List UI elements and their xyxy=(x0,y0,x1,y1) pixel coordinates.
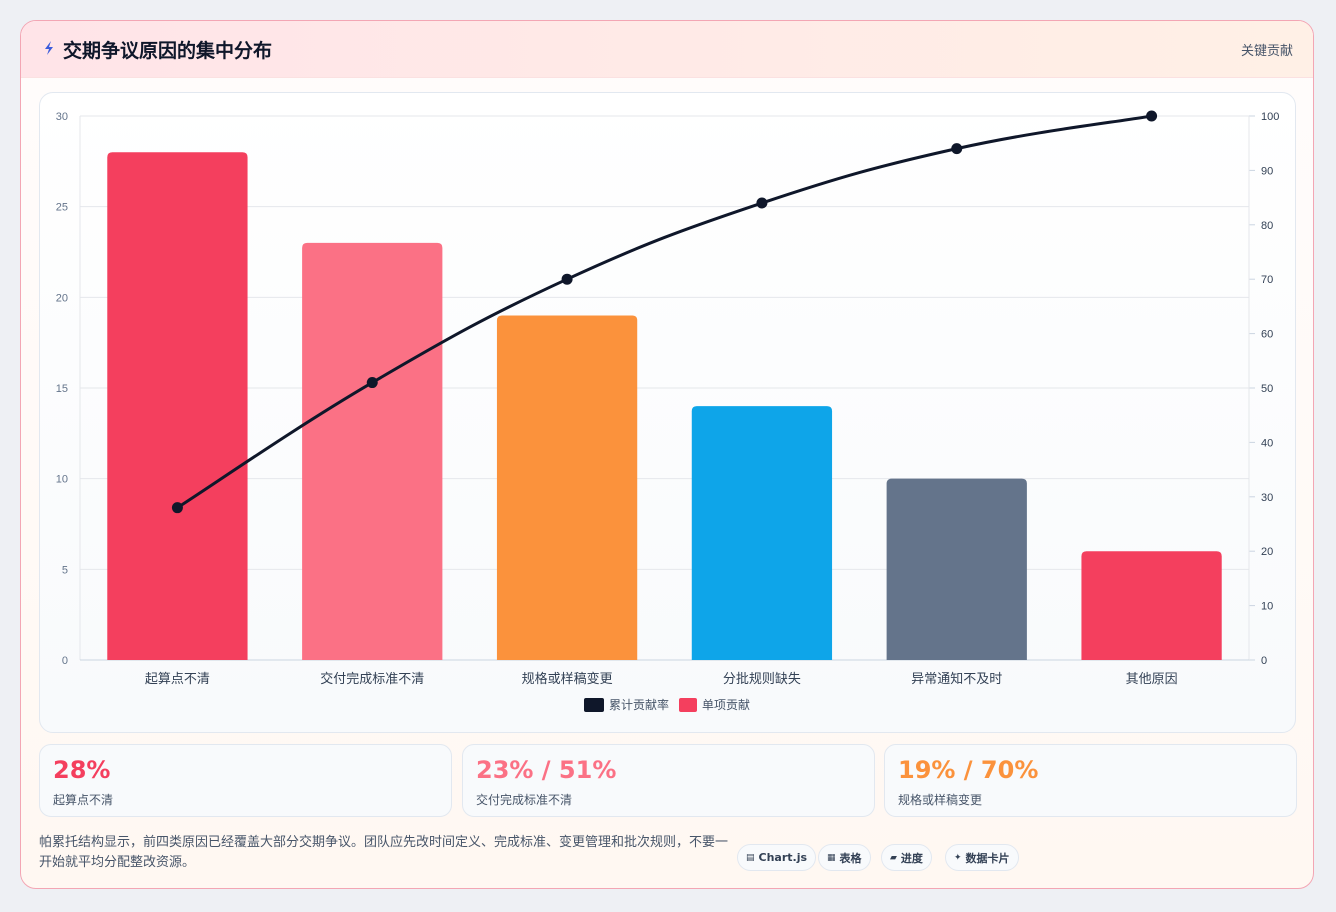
y-tick-label: 15 xyxy=(56,383,68,395)
header-tag: 关键贡献 xyxy=(1240,44,1293,59)
chip-label: 表格 xyxy=(839,851,862,865)
chip-table[interactable]: ▦ 表格 xyxy=(818,844,871,871)
legend-swatch xyxy=(584,698,604,712)
line-point xyxy=(951,143,963,155)
legend-label: 单项贡献 xyxy=(702,697,750,712)
chart-card: 交期争议原因的集中分布 关键贡献 0 5 10 15 20 25 30 0 10 20 30 40 50… xyxy=(20,20,1314,889)
y-tick-label: 25 xyxy=(56,202,68,214)
stat-value: 23% / 51% xyxy=(476,756,617,784)
progress-icon: ▰ xyxy=(890,852,897,863)
line-point xyxy=(561,273,573,285)
chip-data-card[interactable]: ✦ 数据卡片 xyxy=(945,844,1019,871)
stat-label: 规格或样稿变更 xyxy=(898,793,983,807)
y2-tick-label: 70 xyxy=(1261,274,1273,286)
summary-note: 帕累托结构显示，前四类原因已经覆盖大部分交期争议。团队应先改时间定义、完成标准、… xyxy=(39,835,729,870)
chip-progress[interactable]: ▰ 进度 xyxy=(881,844,932,871)
bar xyxy=(1081,551,1222,660)
chip-label: 进度 xyxy=(900,851,923,865)
x-tick-label: 异常通知不及时 xyxy=(911,671,1002,687)
y2-tick-label: 90 xyxy=(1261,165,1273,177)
y-tick-label: 20 xyxy=(56,292,68,304)
x-tick-label: 起算点不清 xyxy=(145,672,210,687)
chart-panel: 0 5 10 15 20 25 30 0 10 20 30 40 50 60 70 80 90 100 起算点不清 交… xyxy=(39,92,1296,733)
y2-tick-label: 0 xyxy=(1261,655,1267,667)
y2-tick-label: 30 xyxy=(1261,492,1273,504)
stat-card-3: 19% / 70% 规格或样稿变更 xyxy=(884,744,1297,817)
bar xyxy=(302,242,443,660)
card-header: 交期争议原因的集中分布 关键贡献 xyxy=(21,21,1313,78)
stat-card-2: 23% / 51% 交付完成标准不清 xyxy=(462,744,875,817)
table-icon: ▦ xyxy=(827,852,836,863)
line-point xyxy=(1146,110,1158,122)
stat-label: 起算点不清 xyxy=(53,793,114,807)
bar xyxy=(691,406,833,660)
pareto-chart: 0 5 10 15 20 25 30 0 10 20 30 40 50 60 70 80 90 100 起算点不清 交… xyxy=(56,110,1279,712)
y2-tick-label: 80 xyxy=(1261,220,1273,232)
bar xyxy=(107,152,248,660)
chart-icon: ▤ xyxy=(746,852,755,863)
stat-value: 19% / 70% xyxy=(898,756,1039,784)
bar xyxy=(886,478,1027,660)
y2-tick-label: 50 xyxy=(1261,383,1273,395)
x-tick-label: 交付完成标准不清 xyxy=(320,671,424,687)
x-tick-label: 规格或样稿变更 xyxy=(522,671,613,687)
y2-tick-label: 10 xyxy=(1261,601,1273,613)
legend-swatch xyxy=(679,698,697,712)
cumulative-line xyxy=(176,114,1152,509)
stat-value: 28% xyxy=(53,756,111,784)
stat-card-1: 28% 起算点不清 xyxy=(39,744,452,817)
x-tick-label: 分批规则缺失 xyxy=(723,672,801,687)
y-tick-label: 30 xyxy=(56,111,68,123)
chip-label: Chart.js xyxy=(758,851,808,864)
y2-tick-label: 40 xyxy=(1261,437,1273,449)
legend-label: 累计贡献率 xyxy=(609,697,669,712)
bar xyxy=(496,315,638,660)
lightning-icon xyxy=(45,41,53,55)
x-tick-label: 其他原因 xyxy=(1126,672,1178,687)
chip-chartjs[interactable]: ▤ Chart.js xyxy=(737,844,817,871)
line-point xyxy=(366,377,378,389)
y-tick-label: 5 xyxy=(62,564,68,576)
line-point xyxy=(171,502,183,514)
y2-tick-label: 100 xyxy=(1261,111,1279,123)
y-tick-label: 10 xyxy=(56,474,68,486)
stat-label: 交付完成标准不清 xyxy=(476,793,573,807)
y-tick-label: 0 xyxy=(62,655,68,667)
line-point xyxy=(756,197,768,209)
chip-label: 数据卡片 xyxy=(965,851,1010,865)
page-title: 交期争议原因的集中分布 xyxy=(63,40,273,62)
sparkle-icon: ✦ xyxy=(954,852,962,863)
y2-tick-label: 60 xyxy=(1261,329,1273,341)
y2-tick-label: 20 xyxy=(1261,546,1273,558)
